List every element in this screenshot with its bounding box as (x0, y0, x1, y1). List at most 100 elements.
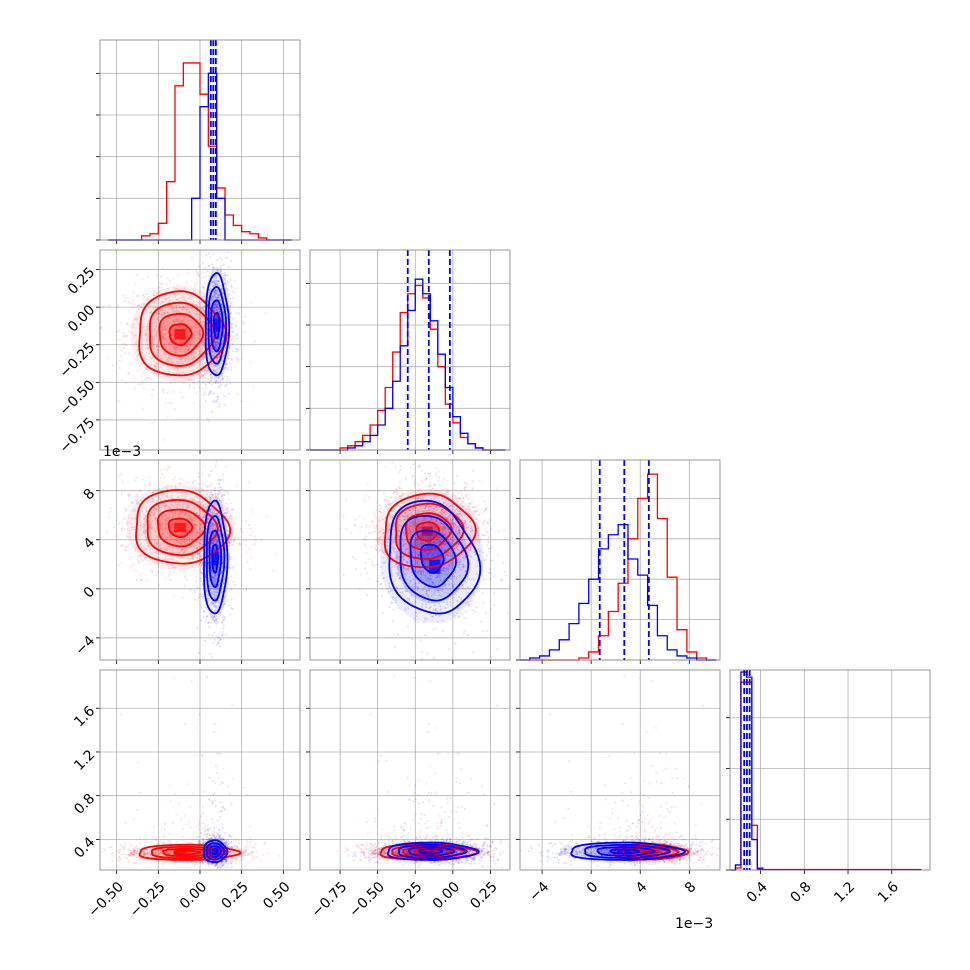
scatter-point (187, 341, 190, 344)
scatter-point (406, 528, 409, 531)
scatter-point (212, 267, 215, 270)
scatter-point (210, 527, 213, 530)
scatter-point (218, 611, 221, 614)
scatter-point (458, 529, 461, 532)
scatter-point (206, 489, 209, 492)
contour-line (208, 529, 223, 589)
scatter-point (161, 532, 164, 535)
scatter-point (183, 540, 186, 543)
scatter-point (203, 391, 206, 394)
scatter-point (187, 355, 190, 358)
scatter-point (126, 334, 129, 337)
scatter-point (448, 515, 451, 518)
scatter-point (156, 571, 159, 574)
scatter-point (193, 544, 196, 547)
scatter-point (141, 494, 144, 497)
scatter-point (200, 373, 203, 376)
scatter-point (230, 312, 233, 315)
scatter-point (199, 490, 202, 493)
scatter-point (446, 479, 449, 482)
scatter-point (445, 503, 448, 506)
scatter-point (174, 484, 177, 487)
scatter-point (197, 514, 200, 517)
scatter-point (186, 578, 189, 581)
scatter-point (424, 507, 427, 510)
scatter-point (171, 516, 174, 519)
scatter-point (172, 348, 175, 351)
scatter-point (225, 379, 228, 382)
scatter-point (216, 539, 219, 542)
scatter-point (184, 351, 187, 354)
scatter-point (207, 496, 210, 499)
scatter-point (221, 631, 224, 634)
scatter-point (216, 342, 219, 345)
scatter-point (175, 320, 178, 323)
scatter-point (214, 296, 217, 299)
scatter-point (160, 286, 163, 289)
scatter-point (158, 523, 161, 526)
scatter-point (195, 352, 198, 355)
scatter-point (209, 379, 212, 382)
scatter-point (146, 541, 149, 544)
scatter-point (221, 555, 224, 558)
scatter-point (156, 317, 159, 320)
scatter-point (204, 606, 207, 609)
scatter-point (380, 539, 383, 542)
scatter-point (165, 328, 168, 331)
scatter-point (154, 511, 157, 514)
scatter-point (150, 335, 153, 338)
scatter-point (187, 555, 190, 558)
scatter-point (438, 536, 441, 539)
scatter-point (186, 505, 189, 508)
scatter-point (388, 507, 391, 510)
scatter-point (396, 557, 399, 560)
scatter-point (201, 358, 204, 361)
scatter-point (231, 358, 234, 361)
histogram-step-blue (520, 523, 717, 661)
scatter-point (220, 287, 223, 290)
scatter-point (211, 511, 214, 514)
scatter-point (231, 350, 234, 353)
scatter-point (182, 347, 185, 350)
scatter-point (170, 511, 173, 514)
scatter-point (205, 369, 208, 372)
scatter-point (227, 541, 230, 544)
contours-red (138, 290, 228, 377)
scatter-point (127, 301, 130, 304)
scatter-point (217, 296, 220, 299)
scatter-point (159, 308, 162, 311)
scatter-point (172, 308, 175, 311)
scatter-point (177, 326, 180, 329)
scatter-point (156, 350, 159, 353)
scatter-point (198, 316, 201, 319)
scatter-point (226, 510, 229, 513)
scatter-point (217, 376, 220, 379)
scatter-point (171, 557, 174, 560)
scatter-point (151, 338, 154, 341)
scatter-point (187, 312, 190, 315)
scatter-point (162, 533, 165, 536)
scatter-point (181, 320, 184, 323)
scatter-point (396, 555, 399, 558)
scatter-point (212, 284, 215, 287)
scatter-point (151, 341, 154, 344)
scatter-point (396, 566, 399, 569)
scatter-point (186, 348, 189, 351)
scatter-point (229, 509, 232, 512)
scatter-point (370, 520, 373, 523)
scatter-point (436, 548, 439, 551)
scatter-point (117, 400, 120, 403)
scatter-point (151, 329, 154, 332)
scatter-point (216, 346, 219, 349)
scatter-point (186, 539, 189, 542)
scatter-point (167, 498, 170, 501)
scatter-point (176, 304, 179, 307)
scatter-point (221, 633, 224, 636)
scatter-point (237, 358, 240, 361)
scatter-point (199, 619, 202, 622)
scatter-point (387, 503, 390, 506)
histogram-panel-3: 0.4 0.8 1.2 1.6 (726, 669, 931, 906)
scatter-point (177, 511, 180, 514)
scatter-point (237, 312, 240, 315)
scatter-point (459, 512, 462, 515)
